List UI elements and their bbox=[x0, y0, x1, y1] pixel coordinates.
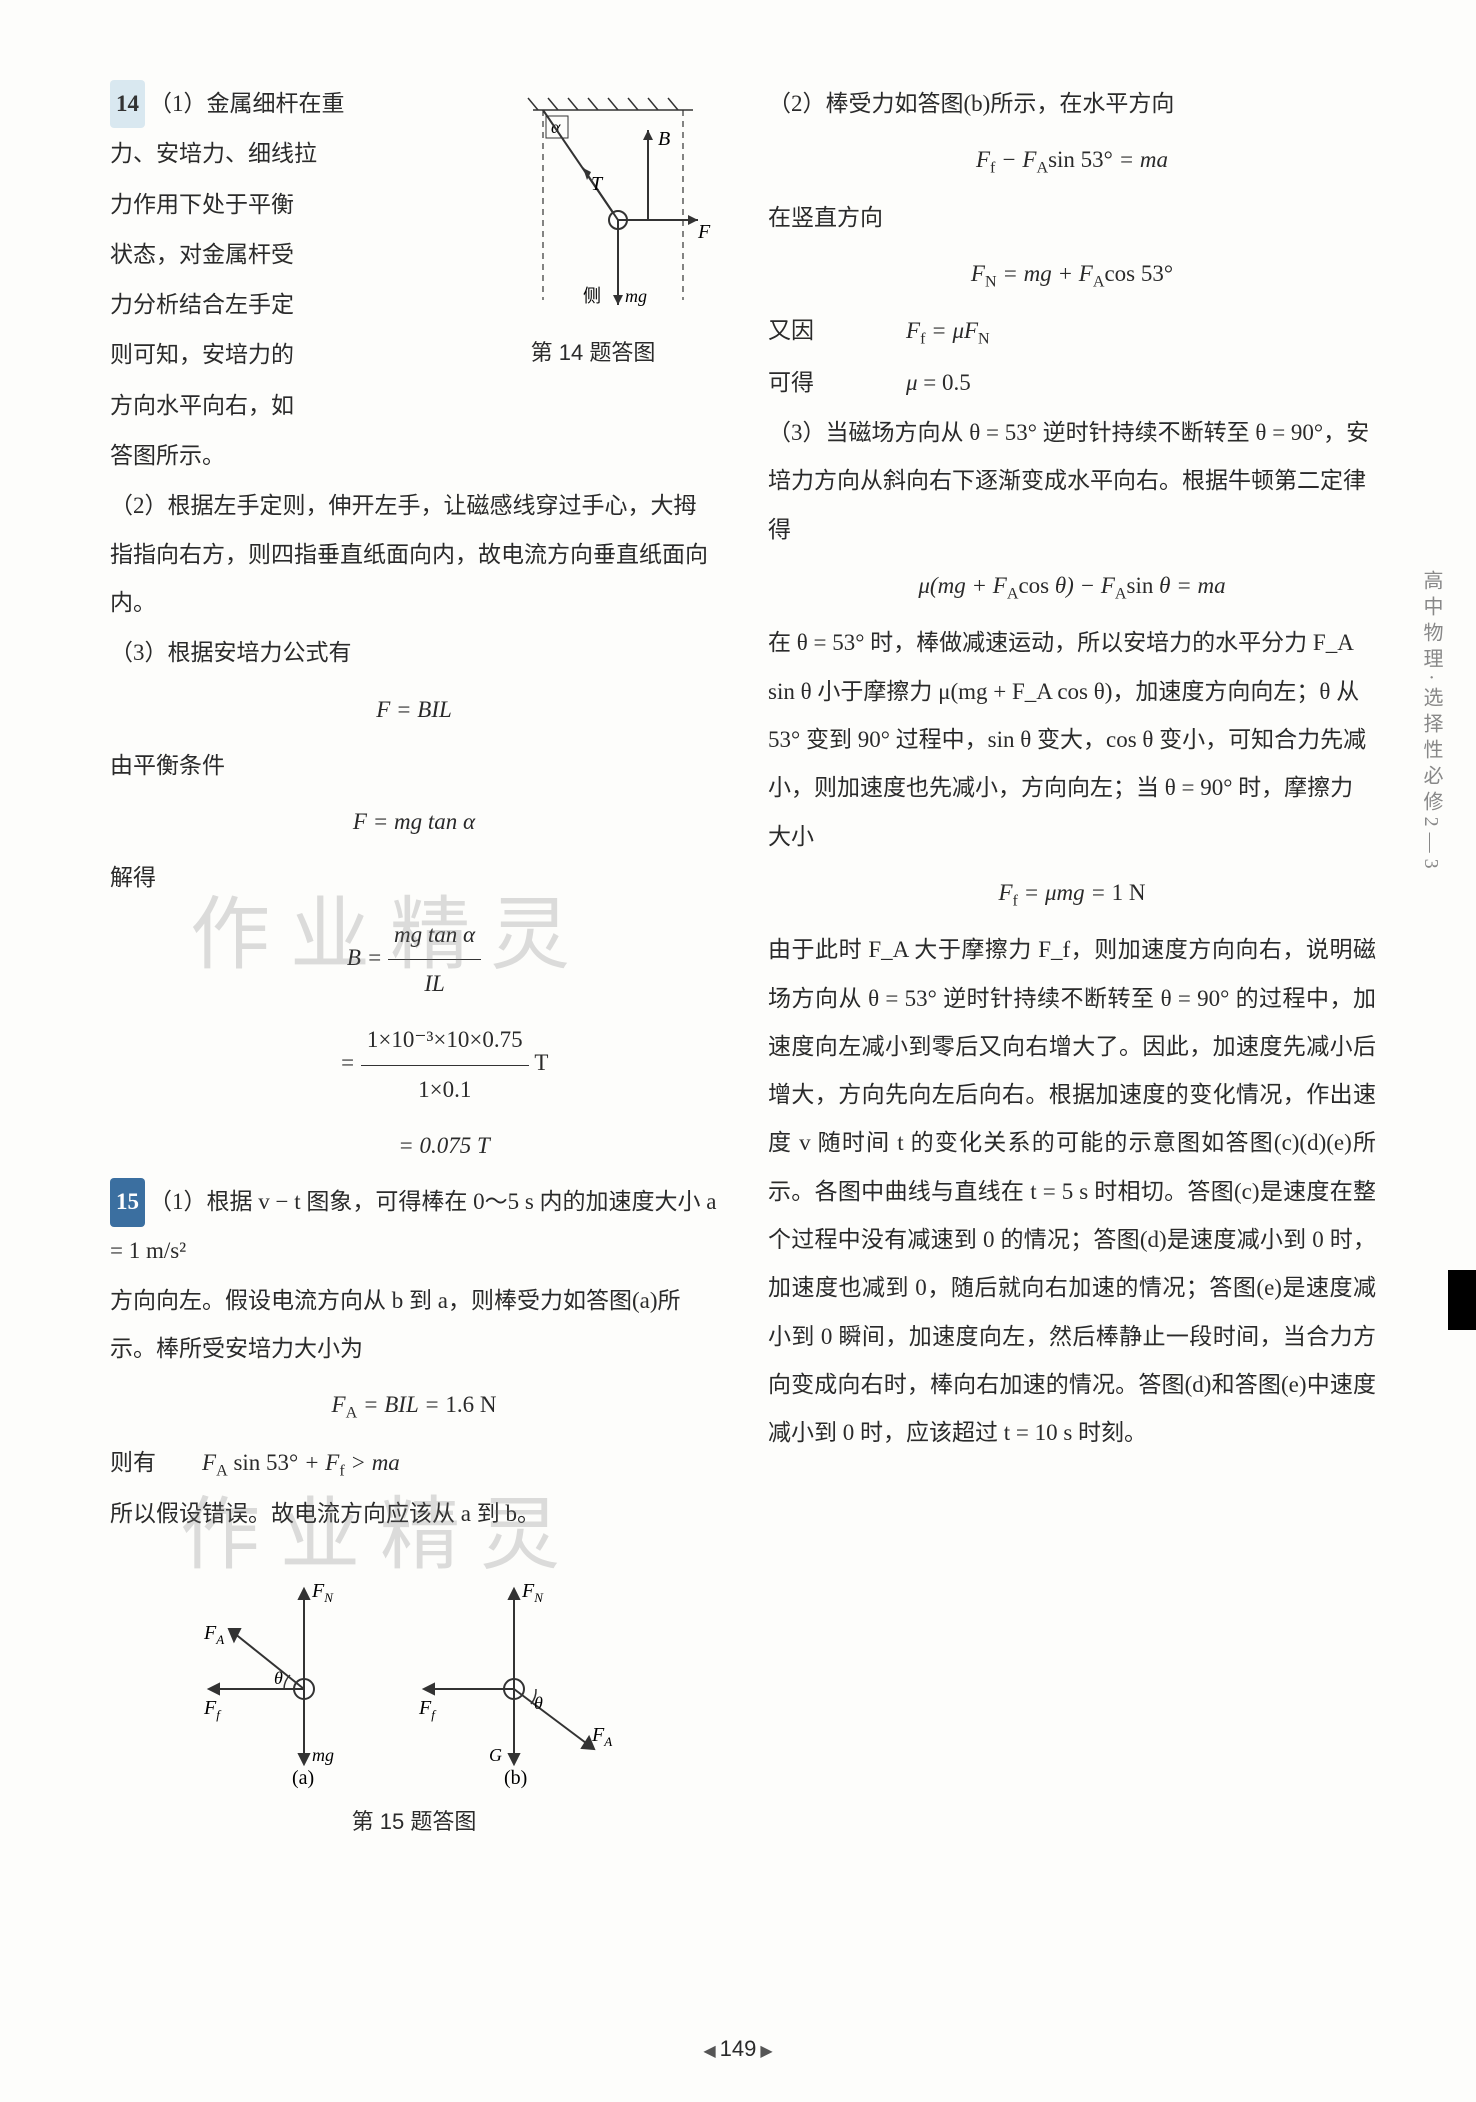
q14-eq1: F = BIL bbox=[110, 686, 718, 734]
q15-text-4: 所以假设错误。故电流方向应该从 a 到 b。 bbox=[110, 1490, 718, 1538]
r-p6: 在 θ = 53° 时，棒做减速运动，所以安培力的水平分力 F_A sin θ … bbox=[768, 619, 1376, 860]
fig15a-Ff: Ff bbox=[203, 1697, 222, 1722]
page-number: 149 bbox=[0, 2036, 1476, 2062]
r-eq5: μ(mg + FAcos θ) − FAsin θ = ma bbox=[768, 562, 1376, 611]
fig15a-FA: FA bbox=[203, 1622, 224, 1647]
fig14-mg: mg bbox=[625, 286, 647, 306]
fig15b-FN: FN bbox=[521, 1580, 544, 1605]
q15-text-2: 方向向左。假设电流方向从 b 到 a，则棒受力如答图(a)所示。棒所受安培力大小… bbox=[110, 1277, 718, 1374]
r-p1: （2）棒受力如答图(b)所示，在水平方向 bbox=[768, 80, 1376, 128]
q15-number: 15 bbox=[110, 1178, 145, 1226]
r-eq3: Ff = μFN bbox=[906, 318, 990, 343]
fig14-F: F bbox=[697, 221, 711, 243]
fig15b-theta: θ bbox=[534, 1693, 543, 1713]
r-eq2: FN = mg + FAcos 53° bbox=[768, 250, 1376, 299]
fig15a-label: (a) bbox=[292, 1767, 314, 1789]
q14-text-1f: 则可知，安培力的 bbox=[110, 331, 452, 379]
fig15b-FA: FA bbox=[591, 1724, 612, 1749]
q14-text-5: 解得 bbox=[110, 854, 718, 902]
r-eq1: Ff − FAsin 53° = ma bbox=[768, 136, 1376, 185]
r-eq4: μ = 0.5 bbox=[906, 370, 971, 395]
q14-eq5: = 0.075 T bbox=[110, 1122, 718, 1170]
fig14-B: B bbox=[658, 128, 670, 150]
q14-eq2: F = mg tan α bbox=[110, 798, 718, 846]
q14-text-1a: （1）金属细杆在重 bbox=[149, 91, 345, 116]
q14-eq4: = 1×10⁻³×10×0.751×0.1 T bbox=[110, 1016, 718, 1114]
fig15b-Ff: Ff bbox=[418, 1697, 437, 1722]
q14-text-1h: 答图所示。 bbox=[110, 432, 452, 480]
r-p3: 又因 bbox=[768, 318, 814, 343]
q14-text-1d: 状态，对金属杆受 bbox=[110, 231, 452, 279]
q14-eq3-num: mg tan α bbox=[388, 911, 481, 960]
figure-14-container: α T B F mg 侧 bbox=[468, 80, 718, 376]
figure-14-caption: 第 14 题答图 bbox=[468, 330, 718, 376]
figure-15-caption: 第 15 题答图 bbox=[110, 1799, 718, 1845]
q14-text-2: （2）根据左手定则，伸开左手，让磁感线穿过手心，大拇指指向右方，则四指垂直纸面向… bbox=[110, 482, 718, 627]
page-content: α T B F mg 侧 bbox=[0, 0, 1476, 1905]
q14-number: 14 bbox=[110, 80, 145, 128]
q14-eq4-unit: T bbox=[534, 1050, 548, 1075]
fig15a-FN: FN bbox=[311, 1580, 334, 1605]
q15-eq2: FA sin 53° + Ff > ma bbox=[202, 1450, 400, 1475]
q15-eq1: FA = BIL = 1.6 N bbox=[110, 1381, 718, 1430]
edge-tab bbox=[1448, 1270, 1476, 1330]
q14-eq3-den: IL bbox=[388, 960, 481, 1008]
side-book-label: 高中物理·选择性必修2—3 bbox=[1417, 570, 1446, 875]
q15-text-3: 则有 bbox=[110, 1450, 156, 1475]
fig14-T: T bbox=[591, 173, 604, 195]
fig14-ce: 侧 bbox=[583, 286, 601, 306]
r-p5: （3）当磁场方向从 θ = 53° 逆时针持续不断转至 θ = 90°，安培力方… bbox=[768, 409, 1376, 554]
column-left: α T B F mg 侧 bbox=[110, 80, 718, 1845]
q14-text-4: 由平衡条件 bbox=[110, 742, 718, 790]
q14-text-1e: 力分析结合左手定 bbox=[110, 281, 452, 329]
figure-14-svg: α T B F mg 侧 bbox=[473, 90, 713, 320]
q14-eq3: B = mg tan αIL bbox=[110, 911, 718, 1009]
q14-text-1b: 力、安培力、细线拉 bbox=[110, 130, 452, 178]
column-right: （2）棒受力如答图(b)所示，在水平方向 Ff − FAsin 53° = ma… bbox=[768, 80, 1376, 1845]
q15-text-1: （1）根据 v − t 图象，可得棒在 0～5 s 内的加速度大小 a = 1 … bbox=[110, 1189, 717, 1262]
q14-block: 14（1）金属细杆在重 力、安培力、细线拉 力作用下处于平衡 状态，对金属杆受 … bbox=[110, 80, 452, 482]
r-p2: 在竖直方向 bbox=[768, 194, 1376, 242]
r-p7: 由于此时 F_A 大于摩擦力 F_f，则加速度方向向右，说明磁场方向从 θ = … bbox=[768, 926, 1376, 1457]
q14-text-1c: 力作用下处于平衡 bbox=[110, 181, 452, 229]
fig15a-mg: mg bbox=[312, 1745, 334, 1765]
fig15a-theta: θ bbox=[274, 1668, 283, 1688]
figure-15-svg: FN FA Ff θ mg (a) FN Ff FA θ G (b) bbox=[174, 1549, 654, 1789]
r-p4: 可得 bbox=[768, 370, 814, 395]
q14-eq4-num: 1×10⁻³×10×0.75 bbox=[361, 1016, 529, 1065]
q14-text-1g: 方向水平向右，如 bbox=[110, 382, 452, 430]
q14-text-3: （3）根据安培力公式有 bbox=[110, 629, 718, 677]
fig15b-label: (b) bbox=[504, 1767, 527, 1789]
q14-eq4-den: 1×0.1 bbox=[361, 1066, 529, 1114]
fig15b-G: G bbox=[489, 1745, 502, 1765]
r-eq6: Ff = μmg = 1 N bbox=[768, 869, 1376, 918]
